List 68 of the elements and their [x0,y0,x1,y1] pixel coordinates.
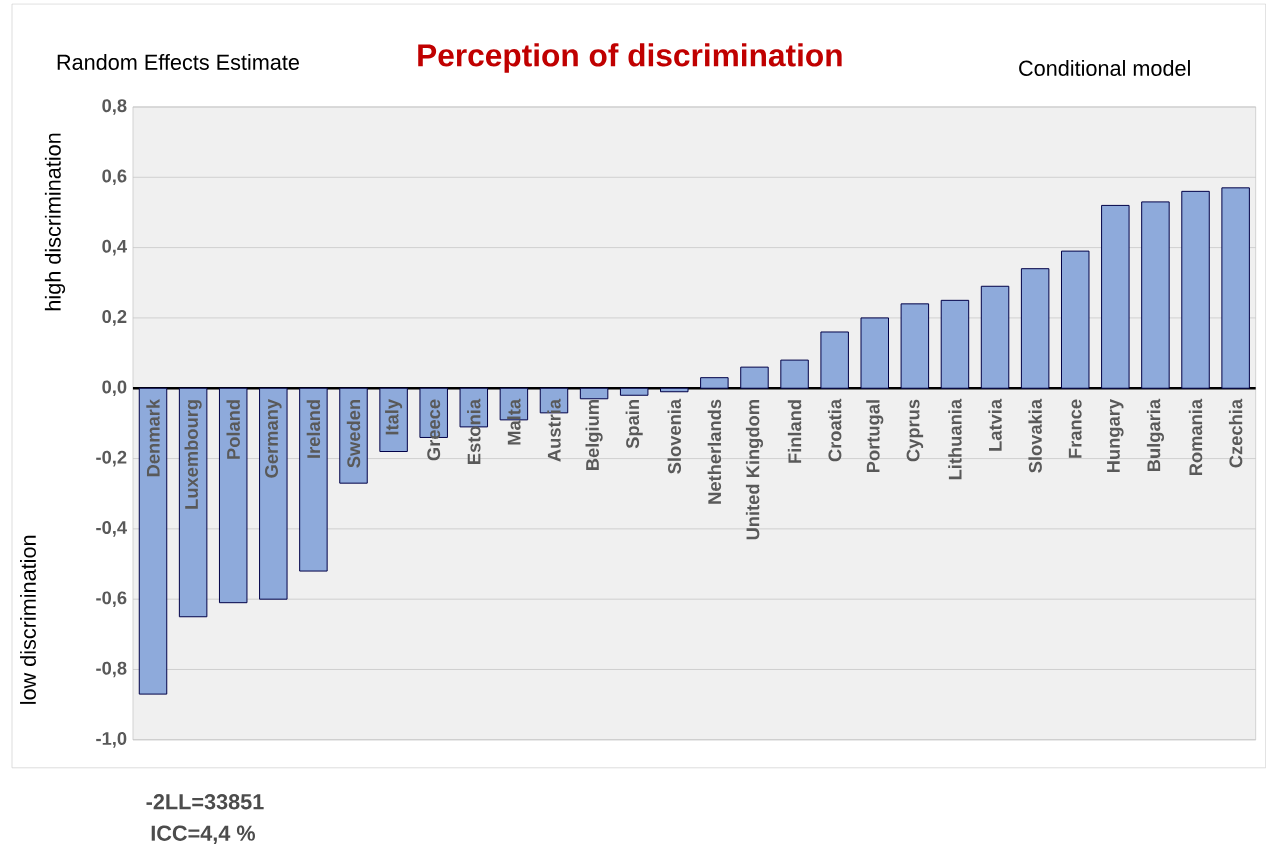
bar [1060,250,1090,389]
x-tick-label: Romania [1188,398,1203,476]
bar [940,299,970,389]
x-tick-label: Germany [265,399,282,478]
x-tick-label: Austria [547,398,561,462]
bar [660,387,689,393]
x-tick-label: Hungary [1107,399,1124,473]
x-tick-label: Italy [385,399,403,435]
bar [740,366,769,389]
y-tick-label: 0,4 [102,239,127,256]
x-tick-label: Slovenia [667,398,682,474]
x-tick-label: Spain [625,400,643,449]
y-tick-label: -0,8 [96,661,127,678]
x-tick-label: Slovakia [1028,398,1042,473]
bar [178,387,208,618]
x-tick-label: Ireland [306,400,321,458]
bar [780,359,809,389]
bar [980,285,1010,389]
y-tick-label: -0,6 [96,591,127,608]
text: -2LL=33851 [146,794,264,810]
x-tick-label: Czechia [1228,398,1243,468]
x-tick-label: Sweden [346,400,361,468]
bar [860,317,889,389]
x-tick-label: Portugal [866,400,884,473]
bar [299,387,328,572]
text: high discrimination [44,133,66,311]
y-tick-label: 0,8 [102,99,127,115]
chart-title: Perception of discrimination [418,43,842,73]
y-tick-label: 0,6 [102,169,127,186]
bar [379,387,408,453]
bar [259,387,288,600]
text: low discrimination [20,535,36,704]
x-tick-label: Bulgaria [1146,398,1165,472]
bar [1221,187,1250,389]
bar [1181,190,1210,389]
bar [218,387,248,604]
bar [579,387,609,400]
bar [820,331,849,389]
x-tick-label: France [1068,399,1082,458]
bar [1141,201,1170,389]
text: ICC=4,4 % [151,825,256,845]
x-tick-label: Denmark [146,399,160,477]
text: Random Effects Estimate [57,54,299,71]
bar [900,303,930,389]
y-tick-label: -0,4 [96,521,127,537]
x-tick-label: Greece [427,399,441,461]
bar [619,387,649,396]
y-tick-label: 0,2 [102,310,127,326]
bar [1101,205,1130,389]
text: Conditional model [1019,60,1190,77]
x-tick-label: Netherlands [707,399,722,504]
x-tick-label: United Kingdom [745,400,764,540]
y-tick-label: -1,0 [96,732,127,748]
x-tick-label: Croatia [827,398,842,462]
x-tick-label: Poland [226,400,240,459]
x-tick-label: Belgium [585,400,603,471]
x-tick-label: Finland [787,400,802,463]
x-tick-label: Latvia [988,398,1002,451]
y-tick-label: -0,2 [96,450,127,467]
x-tick-label: Malta [507,398,521,445]
x-tick-label: Estonia [467,398,481,465]
bar [1020,268,1050,389]
x-tick-label: Lithuania [948,398,962,480]
bar [700,377,729,389]
y-tick-label: 0,0 [102,380,127,397]
bar [138,387,168,695]
x-tick-label: Cyprus [906,399,924,462]
x-tick-label: Luxembourg [184,400,202,509]
